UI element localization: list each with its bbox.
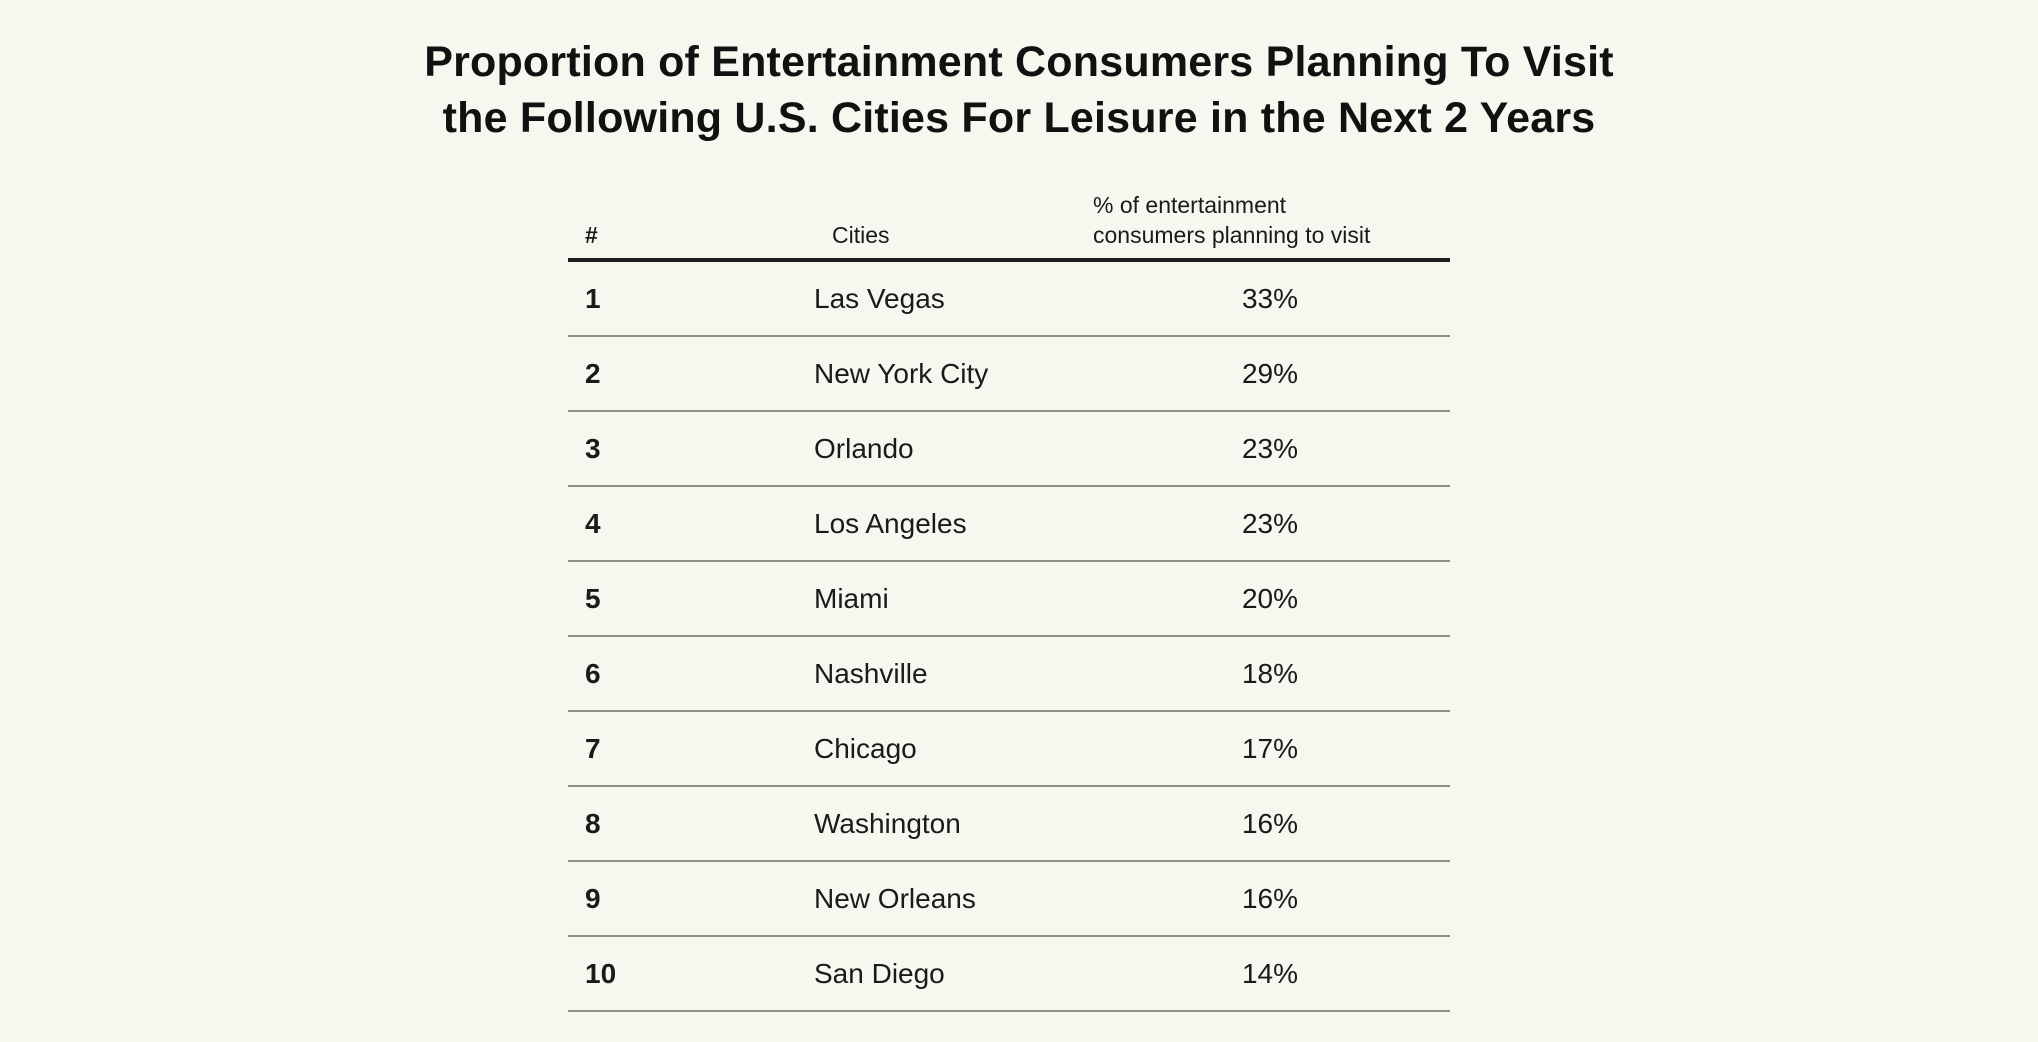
cell-city: New Orleans [814, 883, 976, 914]
cell-city: Washington [814, 808, 961, 839]
cell-rank: 9 [585, 883, 601, 914]
cell-percent: 20% [1241, 583, 1299, 614]
cell-percent: 16% [1241, 883, 1299, 914]
cell-rank: 10 [585, 958, 617, 989]
cell-city: Los Angeles [814, 508, 967, 539]
table-row: 2 New York City 29% [568, 337, 1450, 412]
cell-city: San Diego [814, 958, 945, 989]
page-title: Proportion of Entertainment Consumers Pl… [0, 34, 2038, 146]
cell-rank: 3 [585, 433, 601, 464]
cell-city: New York City [814, 358, 989, 389]
table-body: 1 Las Vegas 33% 2 New York City 29% 3 Orlando 23… [568, 262, 1450, 1012]
table-row: 1 Las Vegas 33% [568, 262, 1450, 337]
table-row: 6 Nashville 18% [568, 637, 1450, 712]
cell-rank: 5 [585, 583, 601, 614]
cell-rank: 1 [585, 283, 601, 314]
table-row: 7 Chicago 17% [568, 712, 1450, 787]
table-row: 4 Los Angeles 23% [568, 487, 1450, 562]
header-rank: # [585, 222, 598, 248]
header-city: Cities [832, 222, 890, 248]
cell-city: Nashville [814, 658, 928, 689]
cell-percent: 23% [1241, 433, 1299, 464]
cell-rank: 4 [585, 508, 601, 539]
cell-rank: 8 [585, 808, 601, 839]
cell-rank: 2 [585, 358, 601, 389]
header-percent-line-1: % of entertainment [1093, 192, 1287, 218]
table-row: 5 Miami 20% [568, 562, 1450, 637]
cell-city: Miami [814, 583, 889, 614]
header-percent: % of entertainment consumers planning to… [1093, 190, 1370, 250]
table-row: 8 Washington 16% [568, 787, 1450, 862]
cell-percent: 17% [1241, 733, 1299, 764]
cities-table: # Cities % of entertainment consumers pl… [568, 188, 1450, 1012]
cell-city: Orlando [814, 433, 914, 464]
title-line-2: the Following U.S. Cities For Leisure in… [442, 94, 1596, 142]
cell-rank: 6 [585, 658, 601, 689]
cell-percent: 33% [1241, 283, 1299, 314]
cell-percent: 23% [1241, 508, 1299, 539]
table-header: # Cities % of entertainment consumers pl… [568, 188, 1450, 262]
cell-rank: 7 [585, 733, 601, 764]
cell-percent: 18% [1241, 658, 1299, 689]
table-row: 9 New Orleans 16% [568, 862, 1450, 937]
header-percent-line-2: consumers planning to visit [1093, 222, 1371, 248]
cell-percent: 14% [1241, 958, 1299, 989]
cell-city: Chicago [814, 733, 917, 764]
cell-city: Las Vegas [814, 283, 945, 314]
title-line-1: Proportion of Entertainment Consumers Pl… [424, 38, 1614, 86]
table-row: 10 San Diego 14% [568, 937, 1450, 1012]
table-row: 3 Orlando 23% [568, 412, 1450, 487]
cell-percent: 16% [1241, 808, 1299, 839]
cell-percent: 29% [1241, 358, 1299, 389]
